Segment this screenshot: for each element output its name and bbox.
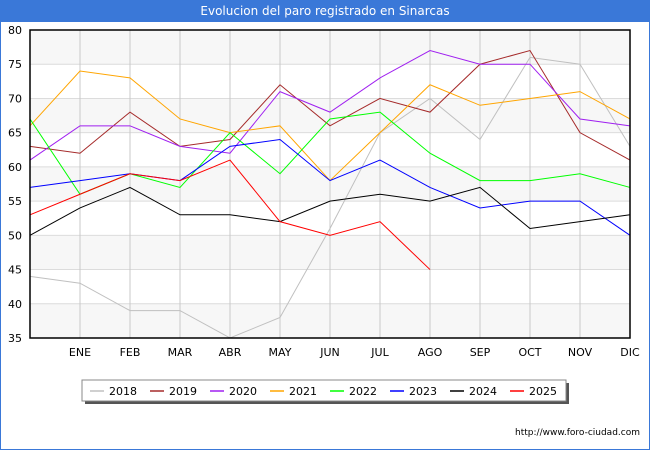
x-tick-label: MAR	[168, 346, 193, 359]
series-line-2018	[29, 56, 631, 339]
y-tick-label: 35	[8, 332, 22, 345]
x-tick-label: SEP	[470, 346, 491, 359]
legend-label: 2018	[109, 385, 137, 398]
x-tick-label: OCT	[518, 346, 541, 359]
legend-label: 2021	[289, 385, 317, 398]
x-tick-label: FEB	[120, 346, 141, 359]
legend-label: 2019	[169, 385, 197, 398]
y-tick-label: 60	[8, 161, 22, 174]
series-line-2025	[29, 159, 431, 270]
source-url[interactable]: http://www.foro-ciudad.com	[515, 428, 640, 438]
legend-label: 2024	[469, 385, 497, 398]
series-line-2020	[29, 49, 631, 161]
x-tick-label: JUN	[319, 346, 340, 359]
y-tick-label: 50	[8, 229, 22, 242]
legend-label: 2025	[529, 385, 557, 398]
x-tick-label: NOV	[568, 346, 593, 359]
chart-title: Evolucion del paro registrado en Sinarca…	[0, 0, 650, 22]
x-tick-label: MAY	[269, 346, 292, 359]
x-tick-label: ABR	[219, 346, 242, 359]
y-tick-label: 40	[8, 298, 22, 311]
x-tick-label: DIC	[620, 346, 640, 359]
series-line-2024	[29, 186, 631, 236]
x-tick-label: AGO	[418, 346, 443, 359]
legend-label: 2020	[229, 385, 257, 398]
x-tick-label: JUL	[370, 346, 389, 359]
y-tick-label: 75	[8, 58, 22, 71]
legend-box	[81, 379, 567, 402]
y-tick-label: 65	[8, 127, 22, 140]
legend-label: 2023	[409, 385, 437, 398]
y-tick-label: 45	[8, 264, 22, 277]
y-tick-label: 70	[8, 92, 22, 105]
series-line-2019	[29, 49, 631, 161]
y-tick-label: 80	[8, 24, 22, 37]
x-tick-label: ENE	[69, 346, 91, 359]
legend-label: 2022	[349, 385, 377, 398]
plot-border	[29, 29, 631, 339]
y-tick-label: 55	[8, 195, 22, 208]
